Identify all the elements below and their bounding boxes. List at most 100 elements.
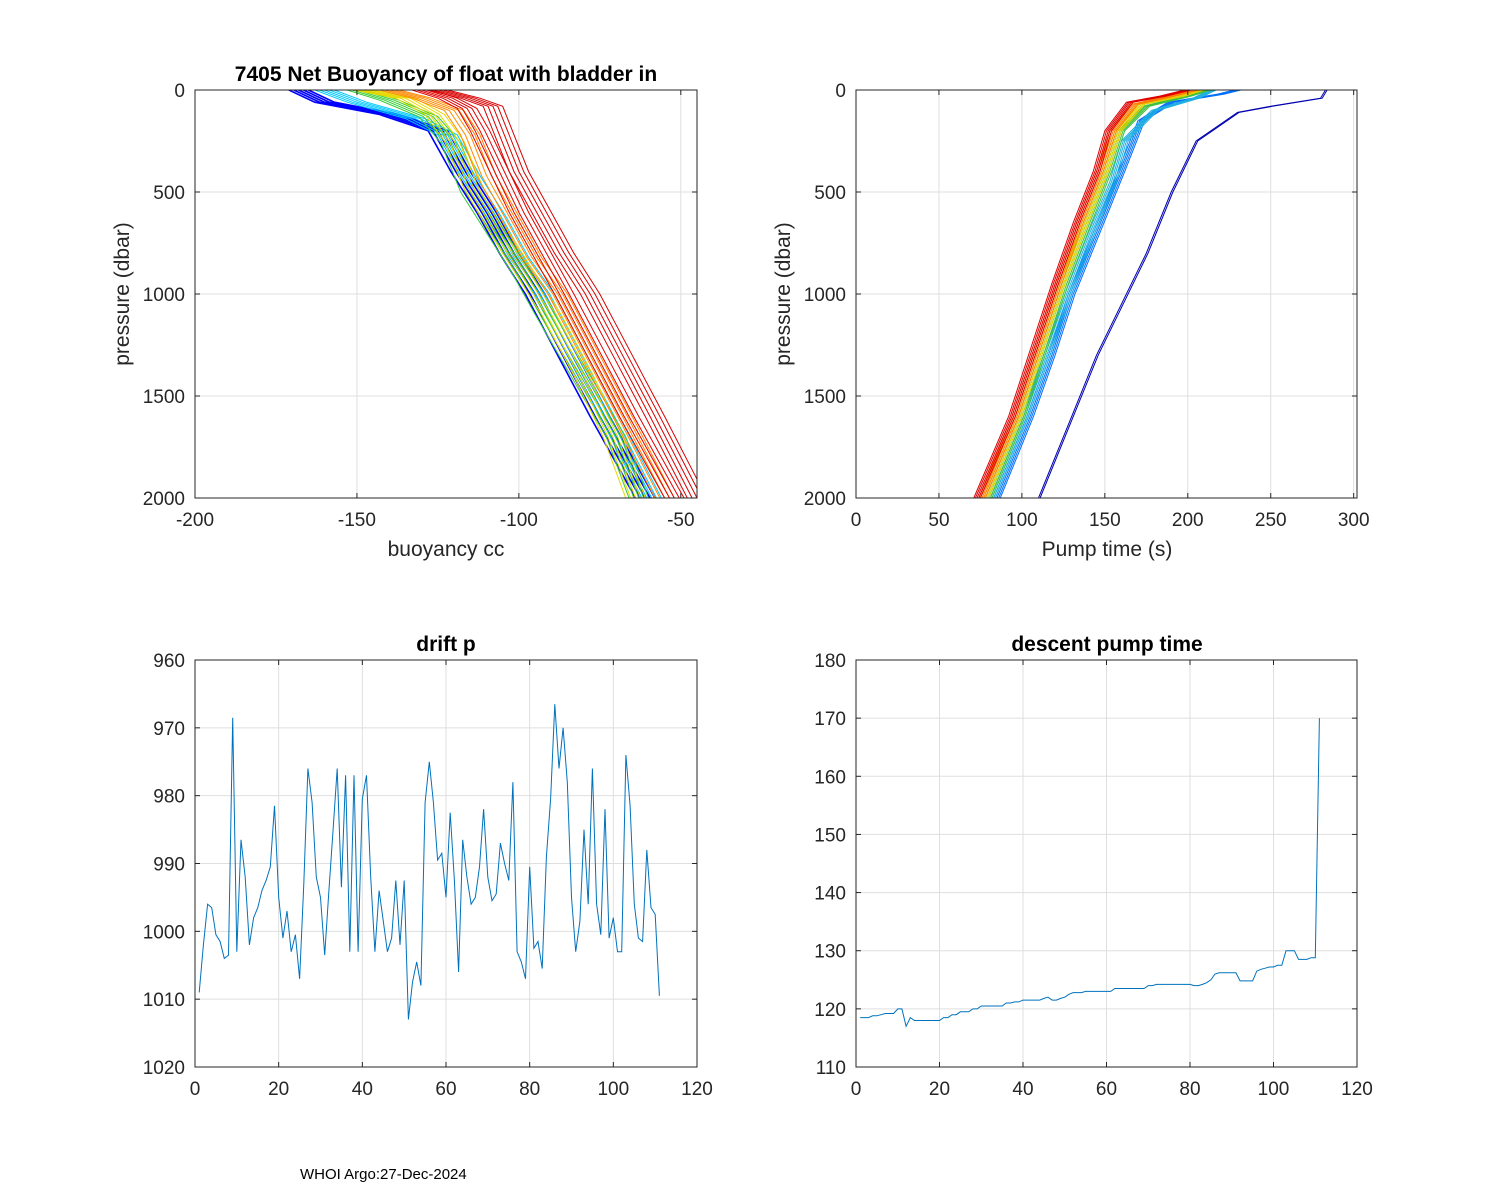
series-line-buoyancy-3-2	[363, 90, 636, 498]
y-tick-label: 1000	[143, 285, 185, 306]
series-line-buoyancy-6-1	[432, 90, 693, 498]
y-tick-label: 1500	[804, 387, 846, 408]
series-line-buoyancy-2-2	[356, 90, 640, 498]
x-tick-label: 40	[1012, 1079, 1033, 1100]
x-tick-label: -150	[338, 510, 376, 531]
x-tick-label: 60	[435, 1079, 456, 1100]
title-buoyancy: 7405 Net Buoyancy of float with bladder …	[235, 63, 657, 86]
y-tick-label: 980	[153, 787, 185, 808]
series-group	[973, 90, 1328, 498]
series-line-buoyancy-5-3	[426, 90, 680, 498]
series-line-drift	[198, 704, 660, 1020]
x-tick-label: -50	[667, 510, 694, 531]
y-tick-label: 150	[814, 825, 846, 846]
x-tick-label: -100	[500, 510, 538, 531]
title-drift: drift p	[416, 633, 475, 656]
y-tick-label: 500	[153, 183, 185, 204]
series-line-buoyancy-1-3	[329, 90, 657, 498]
x-tick-label: 0	[190, 1079, 201, 1100]
axes-buoyancy: -200 -150 -100 -50 0 500 1000 1500 2000	[143, 81, 698, 531]
series-line-buoyancy-3-0	[353, 90, 627, 498]
series-line-pump-0-3	[1039, 90, 1328, 498]
x-tick-label: 80	[1179, 1079, 1200, 1100]
series-line-buoyancy-4-0	[379, 90, 656, 498]
series-line-buoyancy-5-4	[431, 90, 685, 498]
x-tick-label: 100	[1258, 1079, 1290, 1100]
y-tick-label: 180	[814, 651, 846, 672]
series-line-pump-4-4	[988, 90, 1205, 498]
x-tick-label: 250	[1255, 510, 1287, 531]
y-tick-label: 1010	[143, 990, 185, 1011]
x-tick-label: 150	[1089, 510, 1121, 531]
x-tick-label: 100	[597, 1079, 629, 1100]
footer-source-date: WHOI Argo:27-Dec-2024	[300, 1166, 467, 1183]
x-tick-label: 0	[851, 510, 862, 531]
series-line-buoyancy-2-0	[347, 90, 630, 498]
xlabel-buoyancy: buoyancy cc	[388, 538, 505, 561]
series-line-pump-3-4	[991, 90, 1212, 498]
x-tick-label: 200	[1172, 510, 1204, 531]
xlabel-pump: Pump time (s)	[1042, 538, 1173, 561]
y-tick-label: 960	[153, 651, 185, 672]
series-line-pump-5-4	[984, 90, 1200, 498]
series-line-buoyancy-5-1	[416, 90, 670, 498]
series-group	[288, 90, 697, 498]
y-tick-label: 500	[814, 183, 846, 204]
series-line-buoyancy-2-3	[361, 90, 645, 498]
y-tick-label: 1500	[143, 387, 185, 408]
series-line-buoyancy-3-1	[358, 90, 632, 498]
series-line-buoyancy-6-4	[447, 90, 697, 481]
x-tick-label: 20	[268, 1079, 289, 1100]
x-tick-label: 80	[519, 1079, 540, 1100]
y-tick-label: 160	[814, 767, 846, 788]
y-tick-label: 0	[835, 81, 846, 102]
y-tick-label: 990	[153, 855, 185, 876]
y-tick-label: 1000	[143, 922, 185, 943]
x-tick-label: 0	[851, 1079, 862, 1100]
series-line-buoyancy-6-2	[437, 90, 697, 498]
series-line-buoyancy-4-2	[389, 90, 666, 498]
x-tick-label: 300	[1338, 510, 1370, 531]
x-tick-label: 100	[1006, 510, 1038, 531]
y-tick-label: 1000	[804, 285, 846, 306]
x-tick-label: 50	[928, 510, 949, 531]
title-descent: descent pump time	[1011, 633, 1202, 656]
y-tick-label: 2000	[804, 489, 846, 510]
series-line-buoyancy-3-4	[373, 90, 646, 498]
x-tick-label: 120	[1341, 1079, 1373, 1100]
axes-descent-pump-time: 0 20 40 60 80 100 120 110 120 130 140 150 160 170 180	[814, 651, 1373, 1100]
y-tick-label: 0	[174, 81, 185, 102]
series-line-buoyancy-4-1	[384, 90, 661, 498]
ylabel-buoyancy: pressure (dbar)	[111, 222, 134, 366]
series-group	[198, 704, 660, 1020]
x-tick-label: 20	[929, 1079, 950, 1100]
series-line-buoyancy-4-3	[394, 90, 670, 498]
series-line-buoyancy-5-0	[411, 90, 666, 498]
y-tick-label: 110	[816, 1058, 846, 1079]
series-line-buoyancy-5-2	[421, 90, 675, 498]
y-tick-label: 170	[814, 709, 846, 730]
series-line-pump-6-4	[979, 90, 1192, 498]
series-line-buoyancy-6-0	[428, 90, 688, 498]
series-line-pump-2-4	[994, 90, 1217, 498]
series-line-buoyancy-2-1	[351, 90, 635, 498]
x-tick-label: 60	[1096, 1079, 1117, 1100]
x-tick-label: -200	[176, 510, 214, 531]
series-line-buoyancy-6-3	[442, 90, 697, 490]
series-line-buoyancy-0-0	[288, 90, 637, 498]
y-tick-label: 140	[814, 884, 846, 905]
series-line-descent	[860, 718, 1320, 1028]
axes-pump-time: 0 50 100 150 200 250 300 0 500 1000 1500 2000	[804, 81, 1370, 531]
series-line-buoyancy-3-3	[368, 90, 641, 498]
x-tick-label: 120	[681, 1079, 713, 1100]
y-tick-label: 970	[153, 719, 185, 740]
x-tick-label: 40	[352, 1079, 373, 1100]
y-tick-label: 2000	[143, 489, 185, 510]
series-group	[860, 718, 1320, 1028]
y-tick-label: 1020	[143, 1058, 185, 1079]
y-tick-label: 120	[814, 1000, 846, 1021]
ylabel-pump: pressure (dbar)	[772, 222, 795, 366]
y-tick-label: 130	[814, 942, 846, 963]
axes-drift-p: 0 20 40 60 80 100 120 960 970 980 990 1000 1010 1020	[143, 651, 713, 1100]
